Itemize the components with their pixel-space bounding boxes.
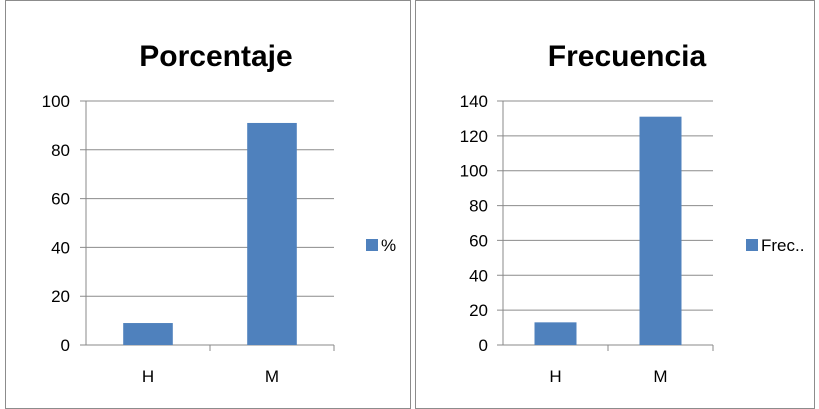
chart-panel-frecuencia: Frecuencia 0 20 40 60 80 100 120 140 H M Frec.. [415,0,815,409]
y-tick-label: 100 [460,162,488,181]
legend-swatch [746,239,758,251]
y-tick-label: 20 [469,301,488,320]
x-tick-label: M [653,367,667,386]
y-tick-label: 40 [51,238,70,257]
x-tick-label: H [549,367,561,386]
y-tick-label: 100 [42,92,70,111]
chart-title: Frecuencia [548,40,707,73]
legend-label: % [381,236,396,255]
bar-h [123,323,173,345]
y-tick-label: 80 [51,141,70,160]
chart-panel-porcentaje: Porcentaje 0 20 40 60 80 100 H M% [5,0,411,409]
y-tick-label: 60 [51,190,70,209]
legend-swatch [366,239,378,251]
chart-title: Porcentaje [139,40,292,73]
y-tick-label: 20 [51,287,70,306]
y-tick-label: 80 [469,197,488,216]
y-tick-label: 140 [460,92,488,111]
y-tick-label: 40 [469,266,488,285]
y-tick-label: 60 [469,231,488,250]
y-tick-label: 0 [479,336,488,355]
y-tick-label: 120 [460,127,488,146]
chart-frecuencia: Frecuencia 0 20 40 60 80 100 120 140 H M Frec.. [460,40,805,386]
bar-m [247,122,297,346]
x-tick-label: M [265,367,279,386]
bar-m [639,116,682,345]
y-tick-label: 0 [61,336,70,355]
chart-porcentaje: Porcentaje 0 20 40 60 80 100 H M% [42,40,397,386]
bar-h [534,322,577,345]
legend-label: Frec.. [761,236,804,255]
x-tick-label: H [142,367,154,386]
